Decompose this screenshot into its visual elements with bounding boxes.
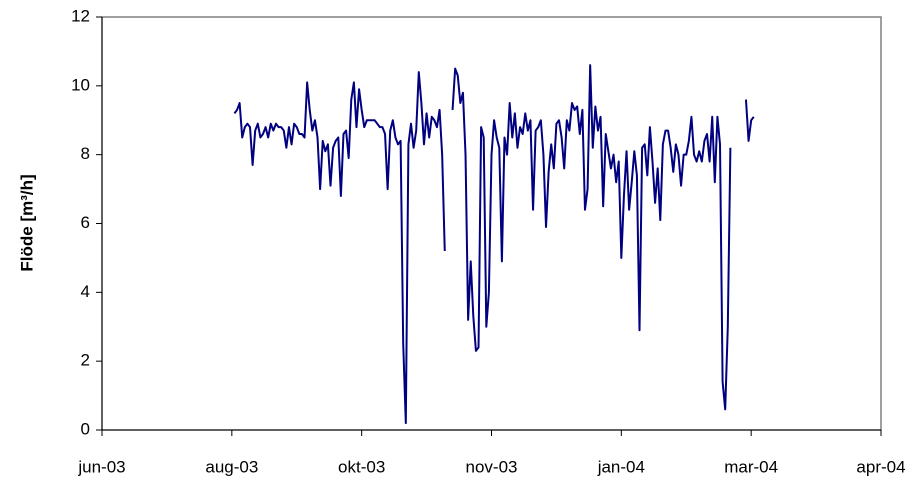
x-tick-label: jan-04 bbox=[597, 457, 645, 476]
plot-area bbox=[101, 16, 882, 431]
x-tick-label: apr-04 bbox=[856, 457, 905, 476]
y-tick-label: 12 bbox=[71, 6, 90, 25]
y-tick-label: 0 bbox=[81, 419, 90, 438]
x-tick-label: mar-04 bbox=[724, 457, 778, 476]
x-tick-label: aug-03 bbox=[205, 457, 258, 476]
y-tick-label: 8 bbox=[81, 144, 90, 163]
y-axis-title: Flöde [m³/h] bbox=[17, 174, 36, 271]
y-tick-label: 2 bbox=[81, 351, 90, 370]
y-tick-label: 10 bbox=[71, 75, 90, 94]
y-tick-label: 6 bbox=[81, 213, 90, 232]
x-tick-label: jun-03 bbox=[77, 457, 125, 476]
x-tick-label: okt-03 bbox=[338, 457, 385, 476]
y-tick-label: 4 bbox=[81, 282, 90, 301]
x-tick-label: nov-03 bbox=[466, 457, 518, 476]
data-line bbox=[233, 64, 755, 425]
